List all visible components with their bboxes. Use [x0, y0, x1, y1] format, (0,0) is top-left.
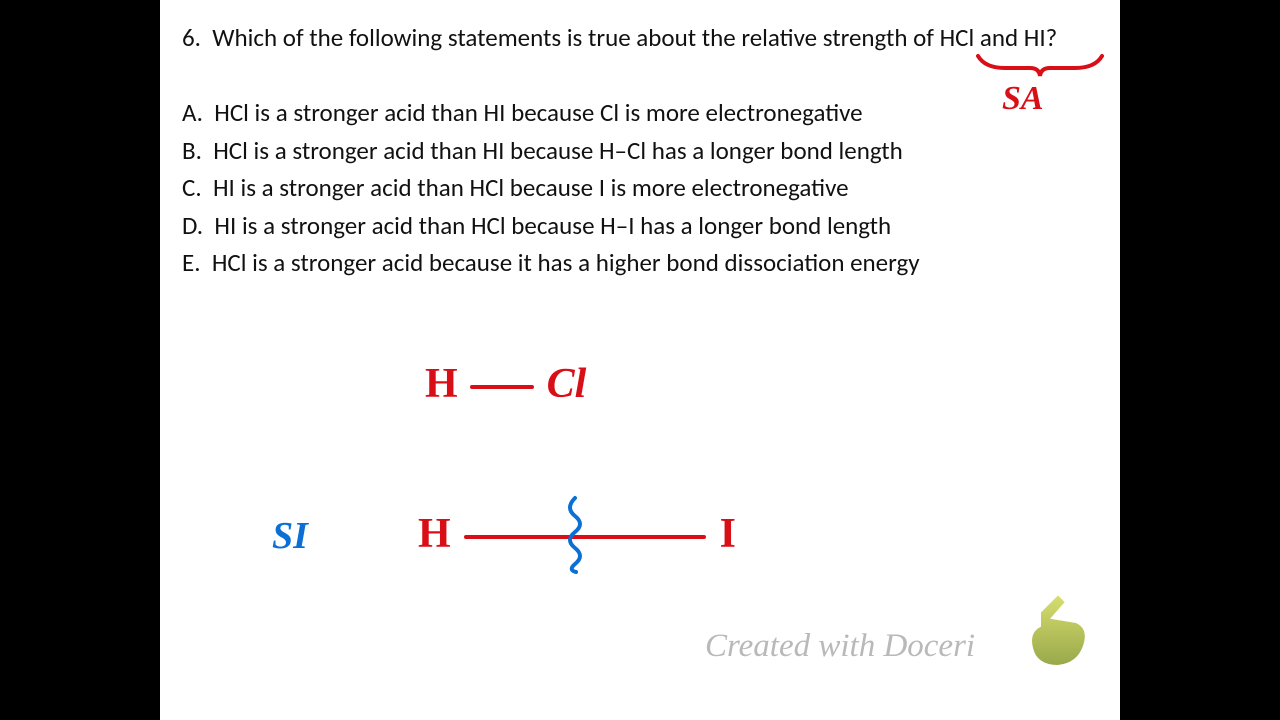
option-b-text: HCl is a stronger acid than HI because H…	[213, 135, 903, 166]
option-d-label: D.	[182, 210, 203, 241]
si-annotation: SI	[272, 514, 308, 558]
option-a-text: HCl is a stronger acid than HI because C…	[214, 97, 862, 128]
hi-i: I	[720, 511, 736, 557]
option-e-label: E.	[182, 247, 201, 278]
slide-page: 6. Which of the following statements is …	[160, 0, 1120, 720]
hcl-drawing: H Cl	[425, 358, 586, 409]
option-d: D. HI is a stronger acid than HCl becaus…	[182, 207, 920, 245]
doceri-logo-icon	[1018, 592, 1098, 677]
sa-annotation: SA	[1002, 80, 1044, 118]
question-line: 6. Which of the following statements is …	[182, 22, 1057, 53]
hcl-bond-line	[467, 381, 537, 393]
brace-bracket-svg	[975, 50, 1105, 78]
doceri-watermark: Created with Doceri	[705, 628, 975, 665]
option-a-label: A.	[182, 97, 203, 128]
bond-break-squiggle	[560, 494, 590, 574]
option-b-label: B.	[182, 135, 202, 166]
option-a: A. HCl is a stronger acid than HI becaus…	[182, 94, 920, 132]
hcl-h: H	[425, 361, 458, 407]
question-text: Which of the following statements is tru…	[212, 22, 1057, 53]
hi-h: H	[418, 511, 451, 557]
hcl-cl: Cl	[547, 361, 587, 407]
option-b: B. HCl is a stronger acid than HI becaus…	[182, 132, 920, 170]
option-c-text: HI is a stronger acid than HCl because I…	[213, 172, 849, 203]
option-d-text: HI is a stronger acid than HCl because H…	[214, 210, 891, 241]
option-c-label: C.	[182, 172, 202, 203]
options-block: A. HCl is a stronger acid than HI becaus…	[182, 94, 920, 282]
option-e: E. HCl is a stronger acid because it has…	[182, 244, 920, 282]
question-number: 6.	[182, 22, 201, 53]
option-e-text: HCl is a stronger acid because it has a …	[212, 247, 920, 278]
option-c: C. HI is a stronger acid than HCl becaus…	[182, 169, 920, 207]
